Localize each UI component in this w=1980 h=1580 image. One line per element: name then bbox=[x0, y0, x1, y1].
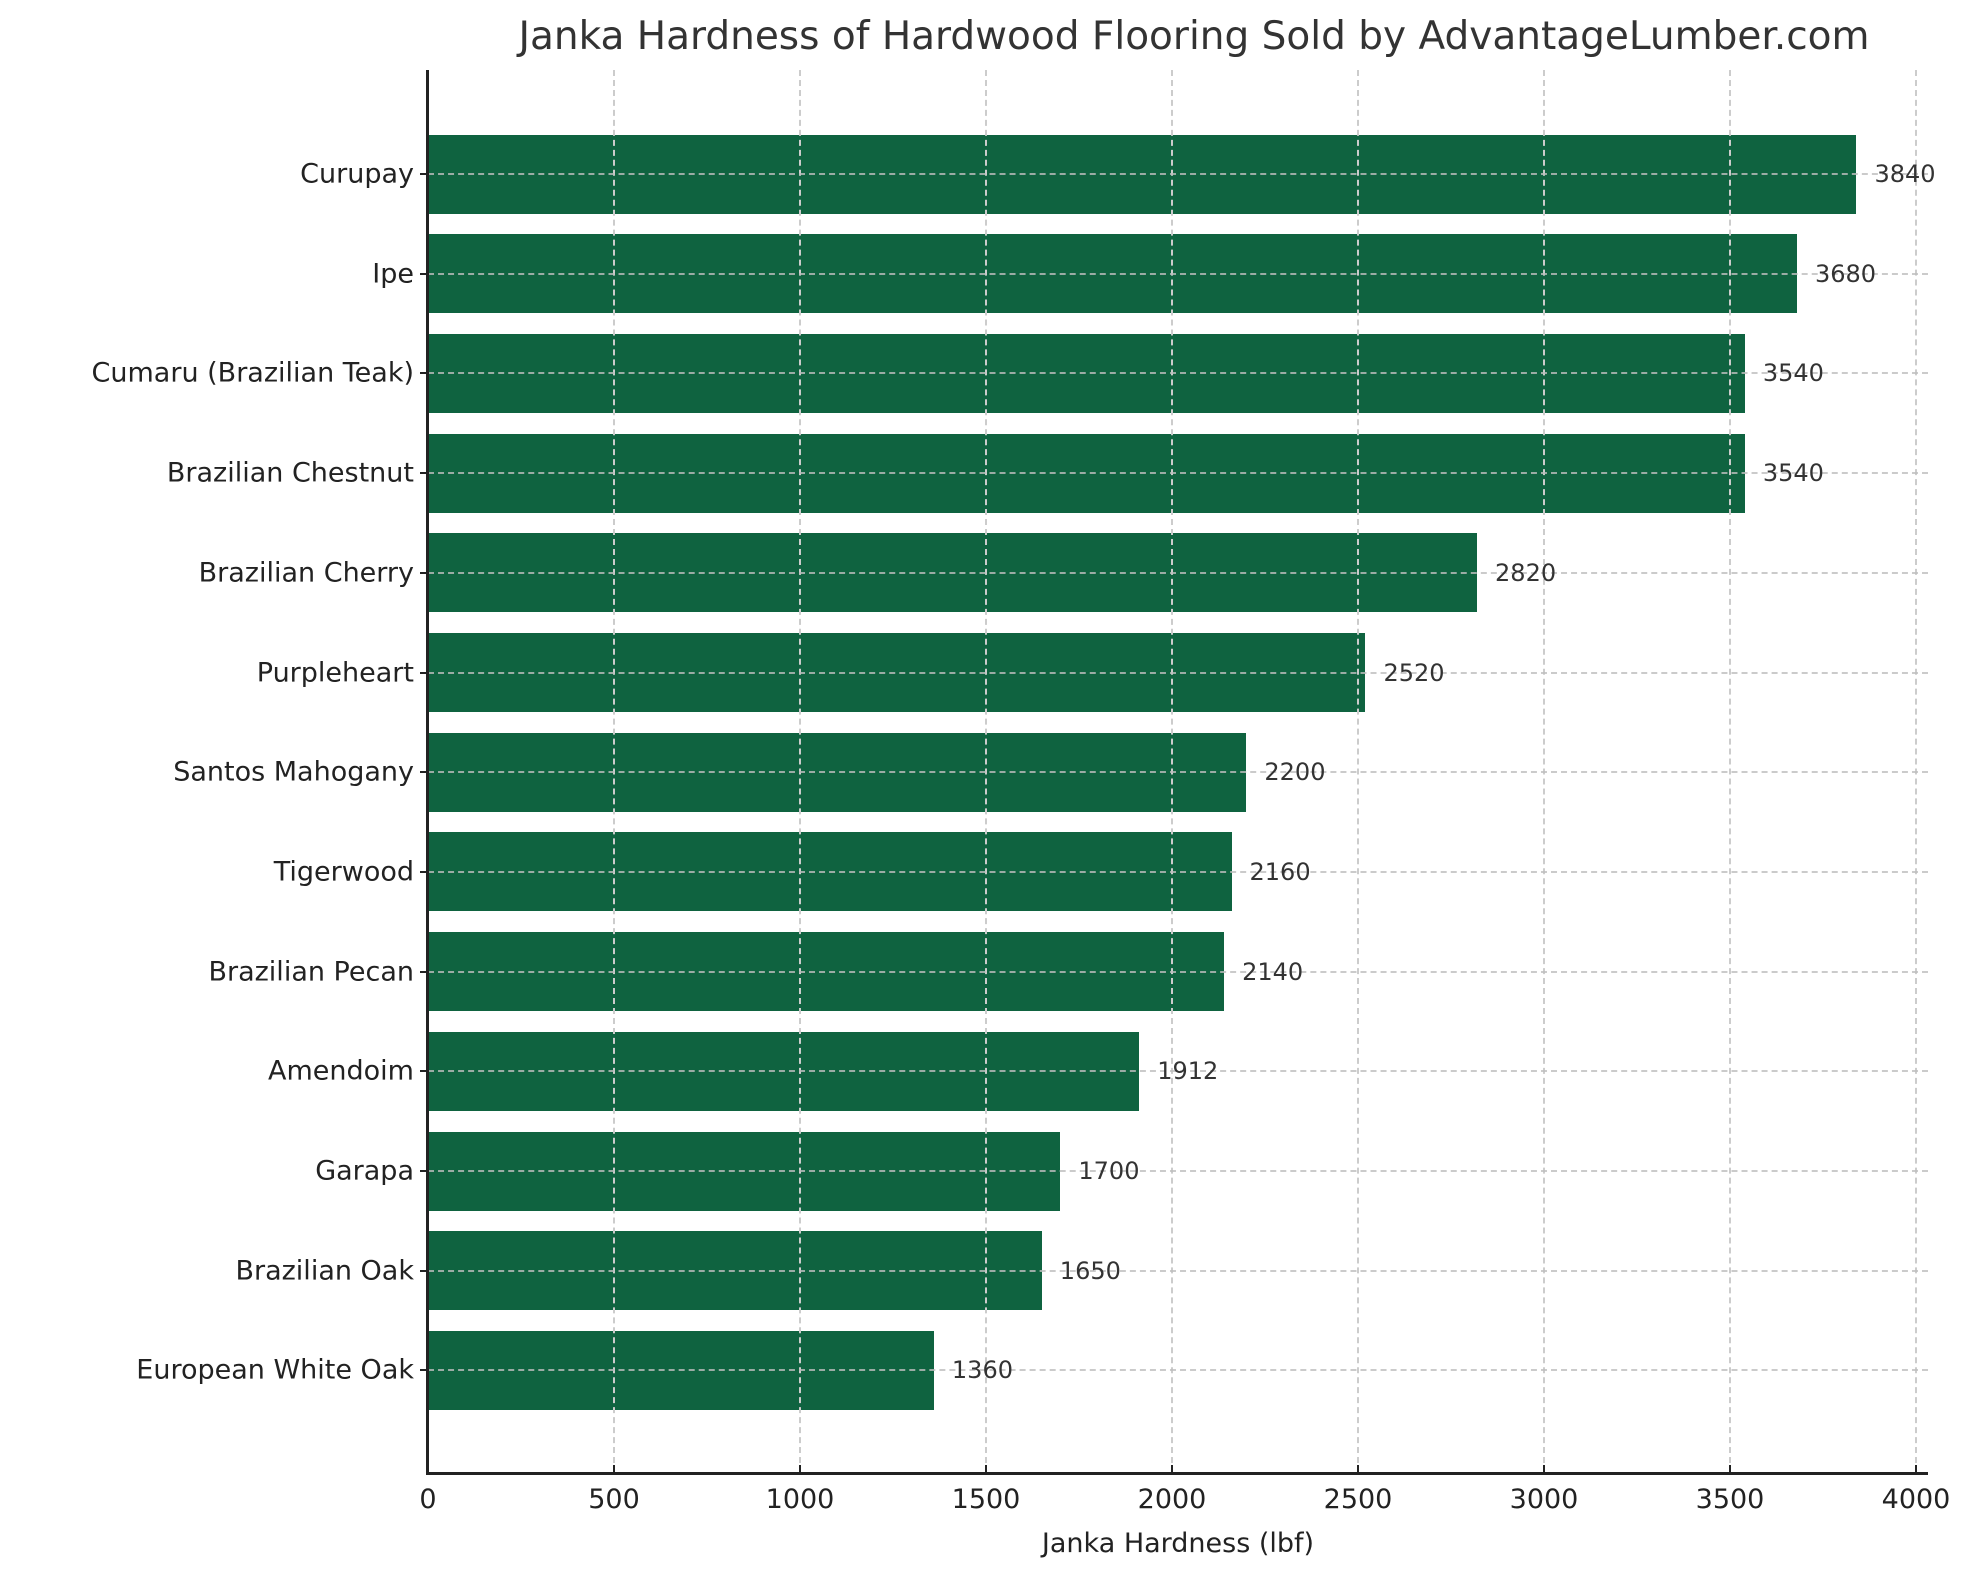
x-tick-mark bbox=[613, 1465, 615, 1473]
x-tick-label: 500 bbox=[588, 1484, 640, 1515]
bar-value-label: 2160 bbox=[1249, 857, 1311, 886]
y-tick-label: Cumaru (Brazilian Teak) bbox=[91, 357, 414, 389]
bar-value-label: 1912 bbox=[1157, 1057, 1219, 1086]
x-tick-label: 3500 bbox=[1695, 1484, 1765, 1515]
y-gridline bbox=[428, 970, 1928, 973]
y-tick-label: Santos Mahogany bbox=[173, 756, 414, 788]
y-tick-label: Brazilian Oak bbox=[235, 1255, 414, 1287]
y-tick-label: Ipe bbox=[372, 258, 414, 290]
x-tick-label: 2000 bbox=[1137, 1484, 1207, 1515]
bar-value-label: 2520 bbox=[1383, 658, 1445, 687]
bar-value-label: 3540 bbox=[1762, 459, 1824, 488]
y-gridline bbox=[428, 1070, 1928, 1073]
y-gridline bbox=[428, 472, 1928, 475]
x-tick-mark bbox=[1729, 1465, 1731, 1473]
y-tick-label: Tigerwood bbox=[273, 856, 414, 888]
y-gridline bbox=[428, 1170, 1928, 1172]
y-gridline bbox=[428, 272, 1928, 275]
bar-value-label: 3540 bbox=[1762, 359, 1824, 388]
bar-value-label: 2200 bbox=[1264, 758, 1326, 787]
x-tick-mark bbox=[1543, 1465, 1545, 1473]
x-tick-label: 3000 bbox=[1509, 1484, 1579, 1515]
x-tick-label: 0 bbox=[419, 1484, 437, 1515]
y-tick-mark bbox=[420, 372, 428, 375]
y-tick-mark bbox=[420, 1269, 428, 1272]
y-tick-mark bbox=[420, 970, 428, 973]
y-tick-label: European White Oak bbox=[136, 1354, 414, 1386]
y-tick-mark bbox=[420, 472, 428, 475]
x-tick-label: 1000 bbox=[765, 1484, 835, 1515]
x-axis-line bbox=[426, 1472, 1928, 1475]
y-gridline bbox=[428, 671, 1928, 674]
y-gridline bbox=[428, 571, 1928, 574]
bar-value-label: 2820 bbox=[1495, 558, 1557, 587]
chart-title: Janka Hardness of Hardwood Flooring Sold… bbox=[518, 14, 1870, 59]
x-axis-title: Janka Hardness (lbf) bbox=[1041, 1528, 1315, 1559]
y-gridline bbox=[428, 771, 1928, 774]
y-tick-label: Garapa bbox=[315, 1155, 414, 1187]
y-gridline bbox=[428, 1269, 1928, 1272]
y-tick-mark bbox=[420, 671, 428, 674]
x-tick-label: 4000 bbox=[1881, 1484, 1951, 1515]
y-tick-mark bbox=[420, 173, 428, 175]
x-tick-mark bbox=[1171, 1465, 1173, 1473]
y-tick-label: Brazilian Pecan bbox=[208, 956, 414, 988]
x-tick-mark bbox=[1915, 1465, 1917, 1473]
y-tick-label: Purpleheart bbox=[256, 657, 414, 688]
y-gridline bbox=[428, 372, 1928, 375]
y-tick-mark bbox=[420, 1369, 428, 1372]
y-tick-label: Brazilian Chestnut bbox=[166, 457, 414, 489]
x-tick-label: 2500 bbox=[1323, 1484, 1393, 1515]
y-tick-label: Amendoim bbox=[268, 1055, 414, 1087]
y-tick-mark bbox=[420, 571, 428, 574]
y-tick-mark bbox=[420, 870, 428, 873]
bar-value-label: 3840 bbox=[1874, 160, 1936, 188]
x-tick-label: 1500 bbox=[951, 1484, 1021, 1515]
y-tick-mark bbox=[420, 1170, 428, 1172]
y-tick-mark bbox=[420, 272, 428, 275]
y-axis-line bbox=[426, 70, 429, 1475]
x-tick-mark bbox=[1357, 1465, 1359, 1473]
y-tick-label: Brazilian Cherry bbox=[198, 557, 414, 589]
y-gridline bbox=[428, 1369, 1928, 1372]
bar-value-label: 3680 bbox=[1814, 259, 1877, 288]
plot-area: 3840 3680 3540 3540 2820 2520 2200 2160 2140 1912… bbox=[428, 70, 1936, 1473]
y-gridline bbox=[428, 173, 1928, 175]
bar-value-label: 1650 bbox=[1059, 1256, 1121, 1285]
y-tick-label: Curupay bbox=[300, 158, 414, 190]
bar-value-label: 2140 bbox=[1242, 957, 1304, 986]
y-gridline bbox=[428, 870, 1928, 873]
x-tick-mark bbox=[799, 1465, 801, 1473]
bar-value-label: 1700 bbox=[1078, 1157, 1140, 1185]
y-tick-mark bbox=[420, 1070, 428, 1073]
x-tick-mark bbox=[985, 1465, 987, 1473]
y-tick-mark bbox=[420, 771, 428, 774]
bar-value-label: 1360 bbox=[951, 1356, 1013, 1385]
